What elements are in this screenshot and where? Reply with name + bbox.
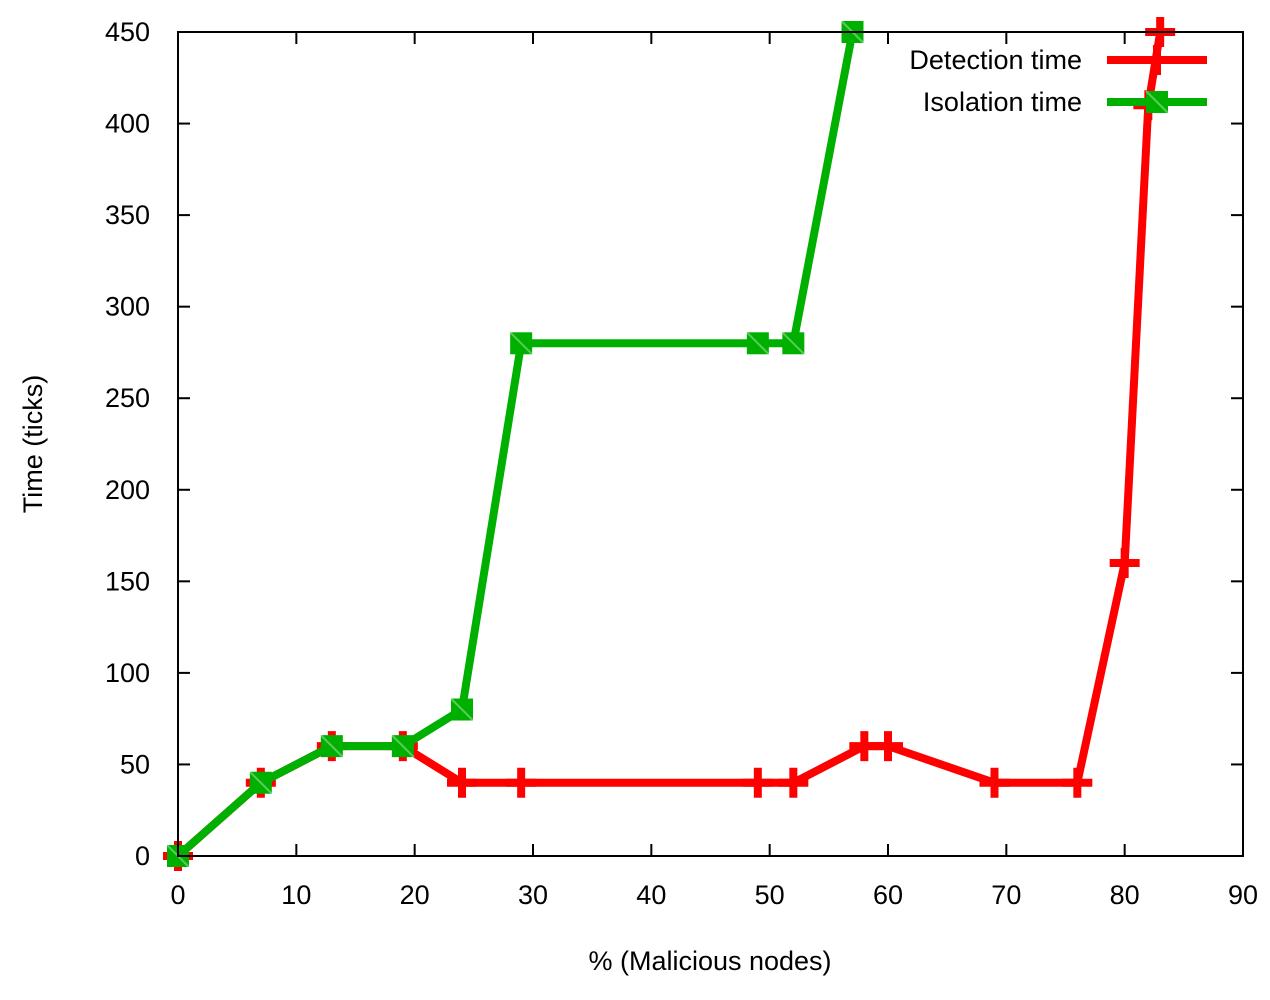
series-detection-time <box>163 17 1176 871</box>
legend-marker <box>1146 91 1168 113</box>
x-tick-label: 30 <box>518 880 548 910</box>
data-point-marker <box>510 332 533 355</box>
legend-label: Isolation time <box>923 87 1082 117</box>
data-point-marker <box>451 698 473 721</box>
data-point-marker-diag <box>509 331 533 355</box>
series-line <box>174 28 1165 860</box>
x-tick-label: 20 <box>400 880 430 910</box>
y-axis-label: Time (ticks) <box>18 375 48 513</box>
data-point-marker <box>249 771 272 794</box>
x-axis-label: % (Malicious nodes) <box>588 946 831 976</box>
x-tick-label: 0 <box>170 880 185 910</box>
data-point-marker-diag <box>249 771 273 795</box>
x-tick-label: 50 <box>755 880 785 910</box>
y-tick-label: 200 <box>105 475 150 505</box>
y-tick-label: 100 <box>105 658 150 688</box>
legend: Detection time Isolation time <box>909 45 1207 117</box>
data-point-marker-diag <box>746 331 770 355</box>
data-point-marker <box>391 735 414 758</box>
data-point-marker-diag <box>450 697 474 722</box>
y-tick-label: 50 <box>120 749 150 779</box>
data-point-marker <box>320 735 343 758</box>
y-tick-label: 150 <box>105 566 150 596</box>
x-tick-label: 60 <box>873 880 903 910</box>
x-tick-label: 70 <box>991 880 1021 910</box>
legend-item: Detection time <box>909 45 1207 75</box>
y-tick-label: 300 <box>105 292 150 322</box>
y-tick-label: 450 <box>105 17 150 47</box>
legend-item: Isolation time <box>923 87 1207 117</box>
y-tick-label: 350 <box>105 200 150 230</box>
x-tick-label: 80 <box>1110 880 1140 910</box>
data-point-marker <box>782 332 805 355</box>
series-line <box>174 28 857 860</box>
data-point-marker-diag <box>781 331 806 355</box>
series-isolation-time <box>166 20 865 868</box>
x-tick-label: 10 <box>281 880 311 910</box>
plot-frame <box>177 31 1244 857</box>
data-point-marker <box>746 332 769 355</box>
x-tick-label: 40 <box>636 880 666 910</box>
y-tick-label: 0 <box>135 841 150 871</box>
series-layer <box>163 17 1176 871</box>
legend-label: Detection time <box>909 45 1082 75</box>
axis-ticks: 0 10 20 30 40 50 60 70 80 90 0 50 100 150 200 250 300 350… <box>105 17 1258 910</box>
data-point-marker-diag <box>391 734 415 758</box>
y-tick-label: 250 <box>105 383 150 413</box>
y-tick-label: 400 <box>105 109 150 139</box>
legend-marker-diag <box>1145 90 1169 114</box>
data-point-marker-diag <box>320 734 344 758</box>
x-tick-label: 90 <box>1228 880 1258 910</box>
